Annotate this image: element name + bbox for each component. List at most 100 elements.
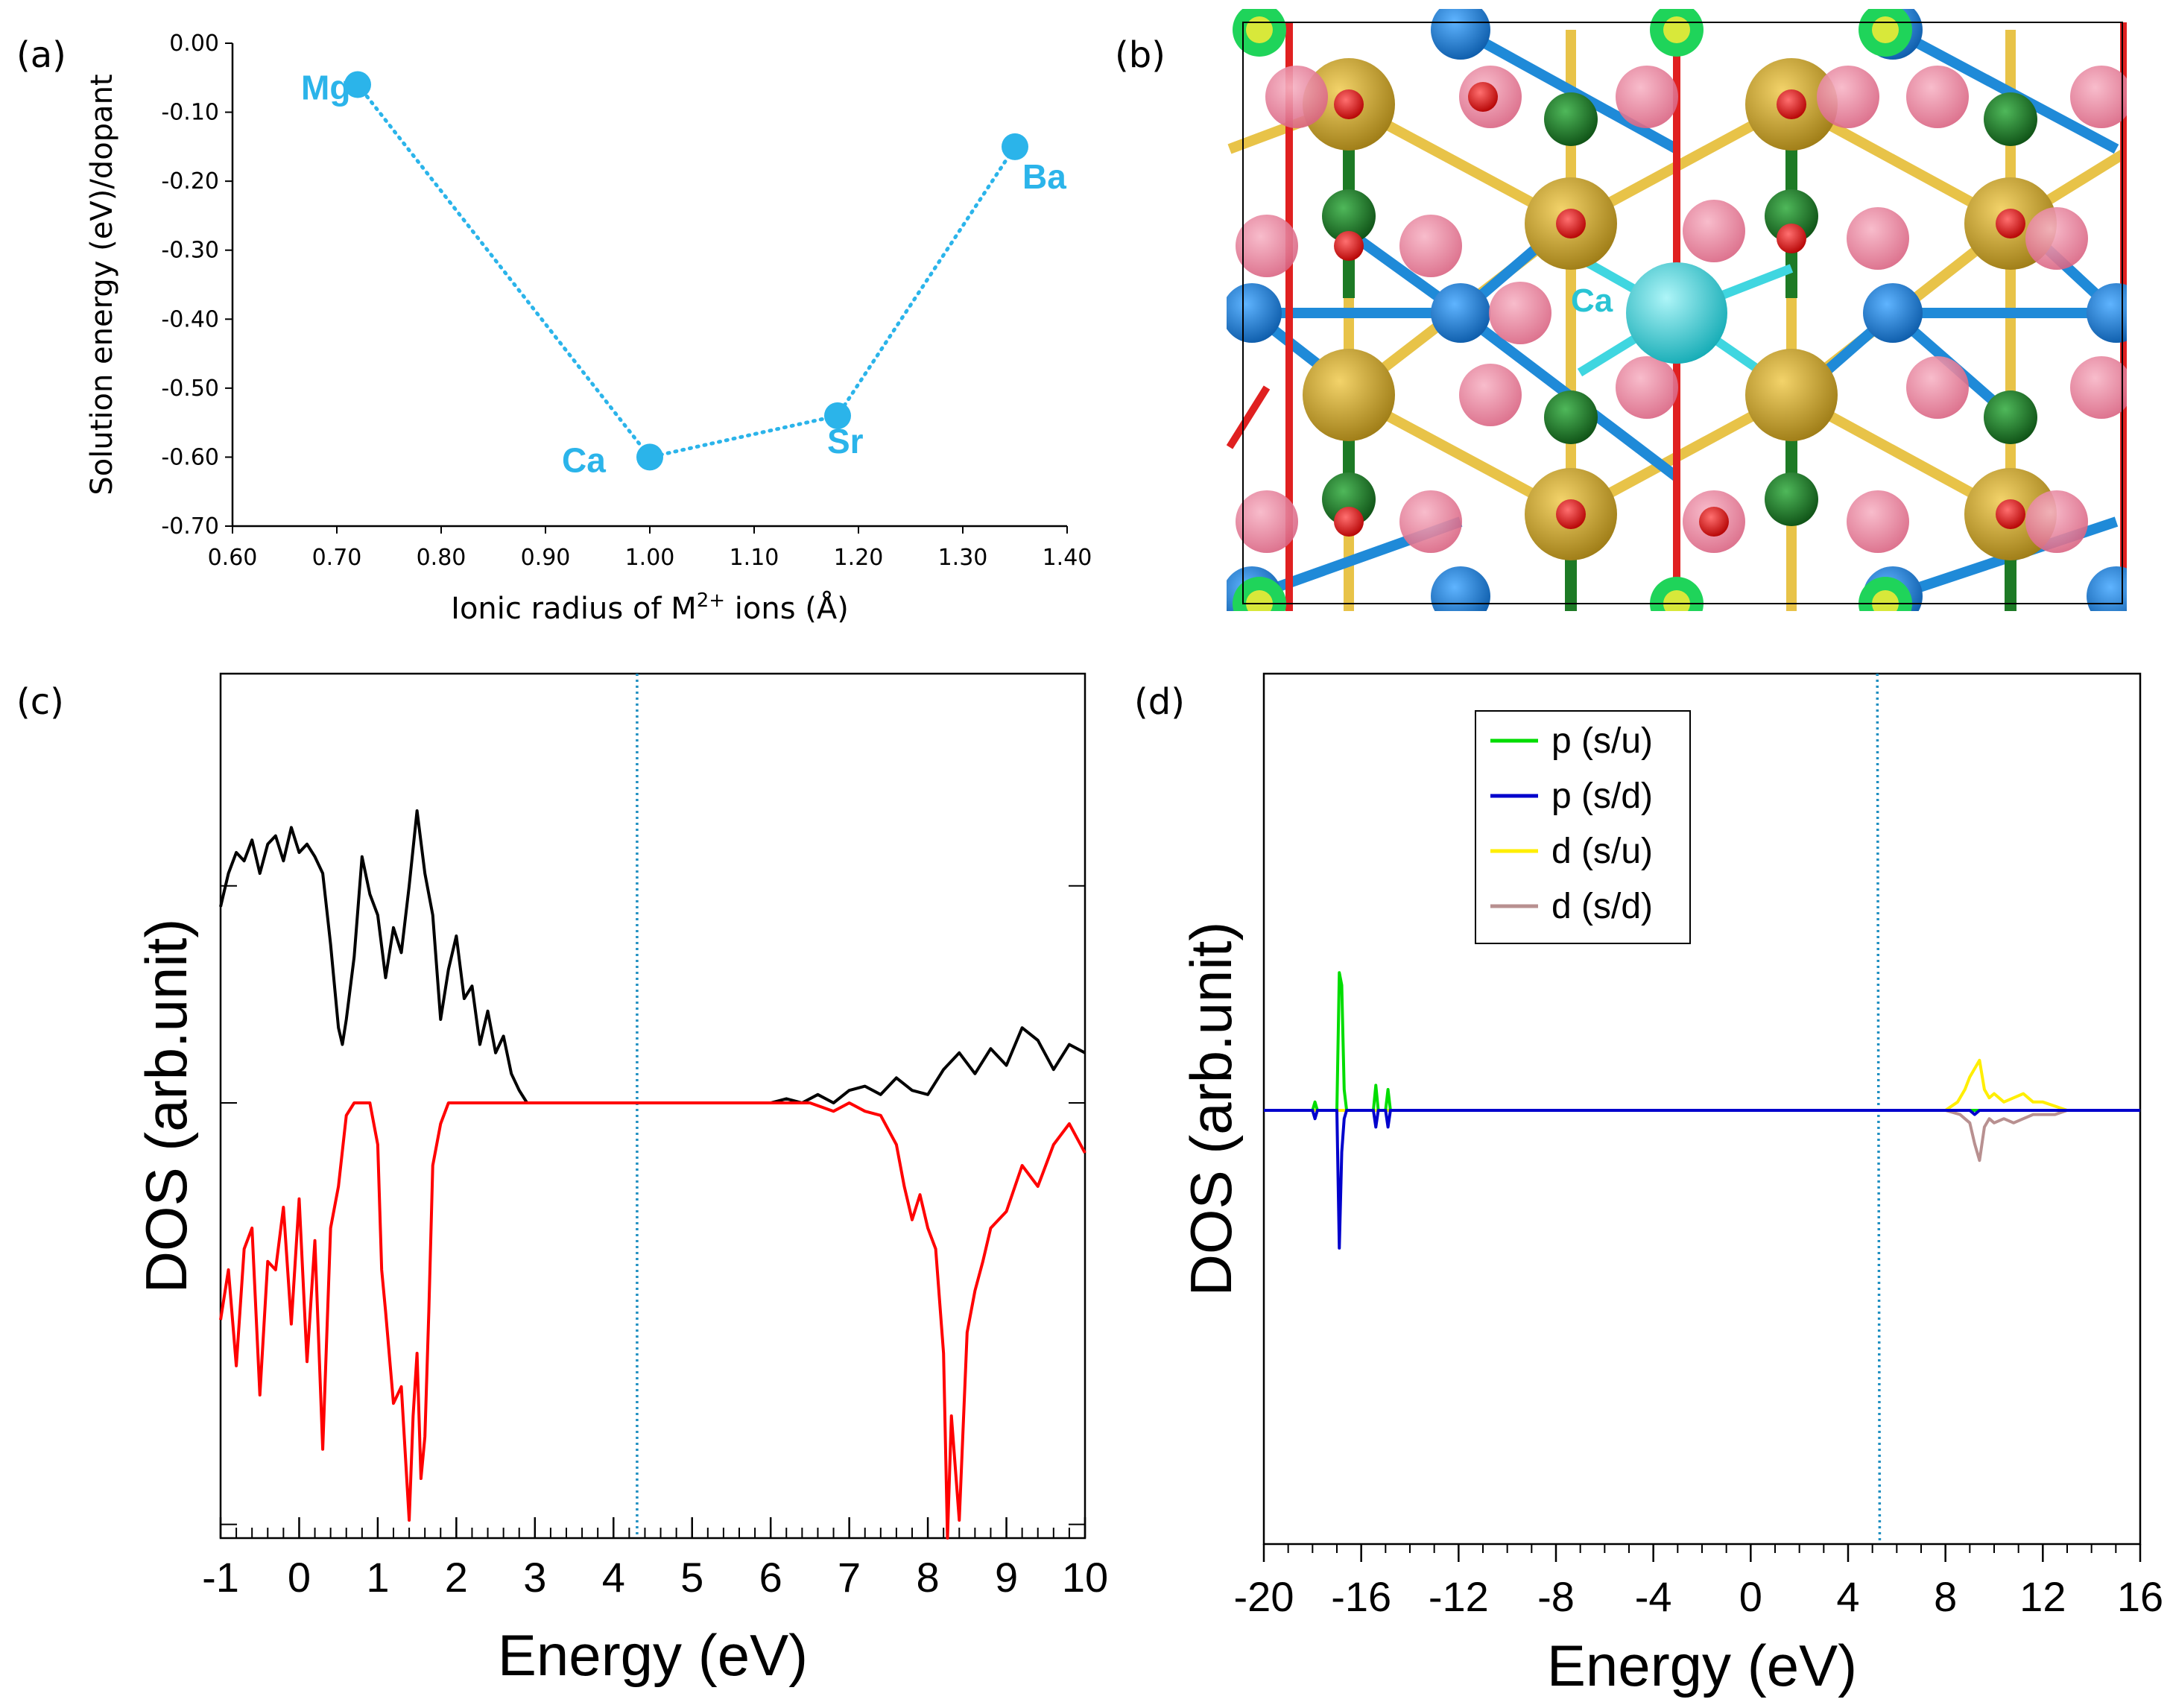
x-tick-label: 8 <box>917 1554 940 1601</box>
x-tick-label: 2 <box>445 1554 468 1601</box>
pdos-series-1 <box>1264 971 2140 1112</box>
atom-green <box>1322 189 1376 243</box>
x-tick-label: 1.40 <box>1043 545 1092 571</box>
panel-c-label: (c) <box>16 681 64 723</box>
atom-blue <box>2087 283 2127 343</box>
atom-pink <box>1459 364 1522 426</box>
bond-red <box>1227 385 1271 449</box>
x-tick-label: 1.00 <box>625 545 675 571</box>
atom-pink <box>1265 66 1328 128</box>
atom-pink <box>1847 490 1909 553</box>
atom-pink <box>1616 356 1678 419</box>
atom-red <box>1996 209 2025 238</box>
data-line <box>355 83 1017 460</box>
atom-gold <box>1303 349 1395 441</box>
atom-green <box>1544 390 1598 444</box>
point-label-ba: Ba <box>1022 157 1066 196</box>
atom-red <box>1777 224 1806 253</box>
x-tick-label: 0 <box>288 1554 311 1601</box>
atom-green <box>1544 92 1598 146</box>
x-tick-label: 0.80 <box>417 545 466 571</box>
atom-red <box>1334 507 1364 537</box>
atom-blue <box>2087 566 2127 611</box>
point-label-mg: Mg <box>301 69 350 107</box>
data-point-mg <box>344 71 371 98</box>
atom-red <box>1556 209 1586 238</box>
atom-pink <box>2070 66 2127 128</box>
panel-d-y-label: DOS (arb.unit) <box>1178 922 1244 1297</box>
panel-b-structure: Ca <box>1227 9 2127 611</box>
panel-d-chart: (d) -20 -16 -12 -8 -4 0 4 8 12 16 p (s/u) p (s/d) d… <box>1134 672 2163 1698</box>
y-tick-label: 0.00 <box>169 31 219 57</box>
y-tick-label: -0.70 <box>161 513 219 540</box>
atom-blue <box>1863 283 1923 343</box>
x-tick-label: 7 <box>838 1554 861 1601</box>
x-tick-label: 0 <box>1739 1573 1762 1620</box>
x-tick-label: 8 <box>1934 1573 1957 1620</box>
atom-green <box>1984 390 2037 444</box>
x-tick-label: 0.70 <box>312 545 362 571</box>
panel-c-y-label: DOS (arb.unit) <box>133 919 199 1294</box>
density-core <box>1872 16 1899 43</box>
legend-entry: p (s/d) <box>1551 776 1653 816</box>
atom-pink <box>1236 215 1298 277</box>
atom-green <box>1984 92 2037 146</box>
atom-pink <box>2025 490 2088 553</box>
panel-a-label: (a) <box>16 34 66 76</box>
atom-pink <box>2025 207 2088 270</box>
y-tick-label: -0.10 <box>161 100 219 126</box>
legend-entry: d (s/d) <box>1551 887 1653 926</box>
atom-red <box>1556 499 1586 529</box>
legend-entry: p (s/u) <box>1551 721 1653 761</box>
atom-red <box>1996 499 2025 529</box>
x-tick-label: -4 <box>1635 1573 1672 1620</box>
atom-pink <box>1399 215 1462 277</box>
panel-b-label: (b) <box>1115 34 1165 76</box>
x-tick-label: 0.60 <box>208 545 258 571</box>
x-tick-label: 1.10 <box>730 545 779 571</box>
density-core <box>1246 16 1273 43</box>
atom-red <box>1334 89 1364 119</box>
density-core <box>1246 590 1273 611</box>
density-core <box>1663 590 1690 611</box>
point-label-ca: Ca <box>562 440 606 479</box>
atom-pink <box>2070 356 2127 419</box>
atom-blue <box>1227 283 1282 343</box>
y-tick-label: -0.40 <box>161 306 219 332</box>
atom-red <box>1468 82 1498 112</box>
atom-pink <box>1616 66 1678 128</box>
y-tick-label: -0.30 <box>161 238 219 264</box>
x-tick-label: 1 <box>366 1554 389 1601</box>
structure-ca-label: Ca <box>1571 282 1613 319</box>
x-tick-label: 0.90 <box>521 545 571 571</box>
x-tick-label: 9 <box>995 1554 1018 1601</box>
atom-red <box>1334 231 1364 261</box>
atom-gold <box>1745 349 1838 441</box>
atom-pink <box>1399 490 1462 553</box>
atom-pink <box>1817 66 1879 128</box>
x-tick-label: 3 <box>523 1554 546 1601</box>
legend-entry: d (s/u) <box>1551 832 1653 871</box>
panel-a-chart: (a) 0.60 0.70 0.80 0.90 1.00 1.10 1.20 1.30 1.40… <box>16 31 1092 626</box>
x-tick-label: 5 <box>680 1554 703 1601</box>
x-tick-label: 1.20 <box>834 545 884 571</box>
panel-d-x-label: Energy (eV) <box>1547 1633 1857 1698</box>
panel-a-x-label: Ionic radius of M2+ ions (Å) <box>451 589 849 626</box>
x-tick-label: 1.30 <box>938 545 988 571</box>
atom-pink <box>1906 356 1969 419</box>
bond-blue <box>1458 25 1680 154</box>
data-point-ba <box>1002 133 1028 160</box>
dos-series-up <box>219 809 1086 1104</box>
x-tick-label: -8 <box>1537 1573 1575 1620</box>
atom-pink <box>1683 200 1745 262</box>
atom-green <box>1765 472 1818 526</box>
x-tick-label: 12 <box>2019 1573 2066 1620</box>
x-tick-label: -16 <box>1331 1573 1391 1620</box>
x-tick-label: -20 <box>1234 1573 1294 1620</box>
data-point-ca <box>636 443 663 471</box>
atom-pink <box>1906 66 1969 128</box>
point-label-sr: Sr <box>827 422 864 461</box>
atom-ca-dopant <box>1626 262 1727 364</box>
atom-pink <box>1489 282 1551 344</box>
